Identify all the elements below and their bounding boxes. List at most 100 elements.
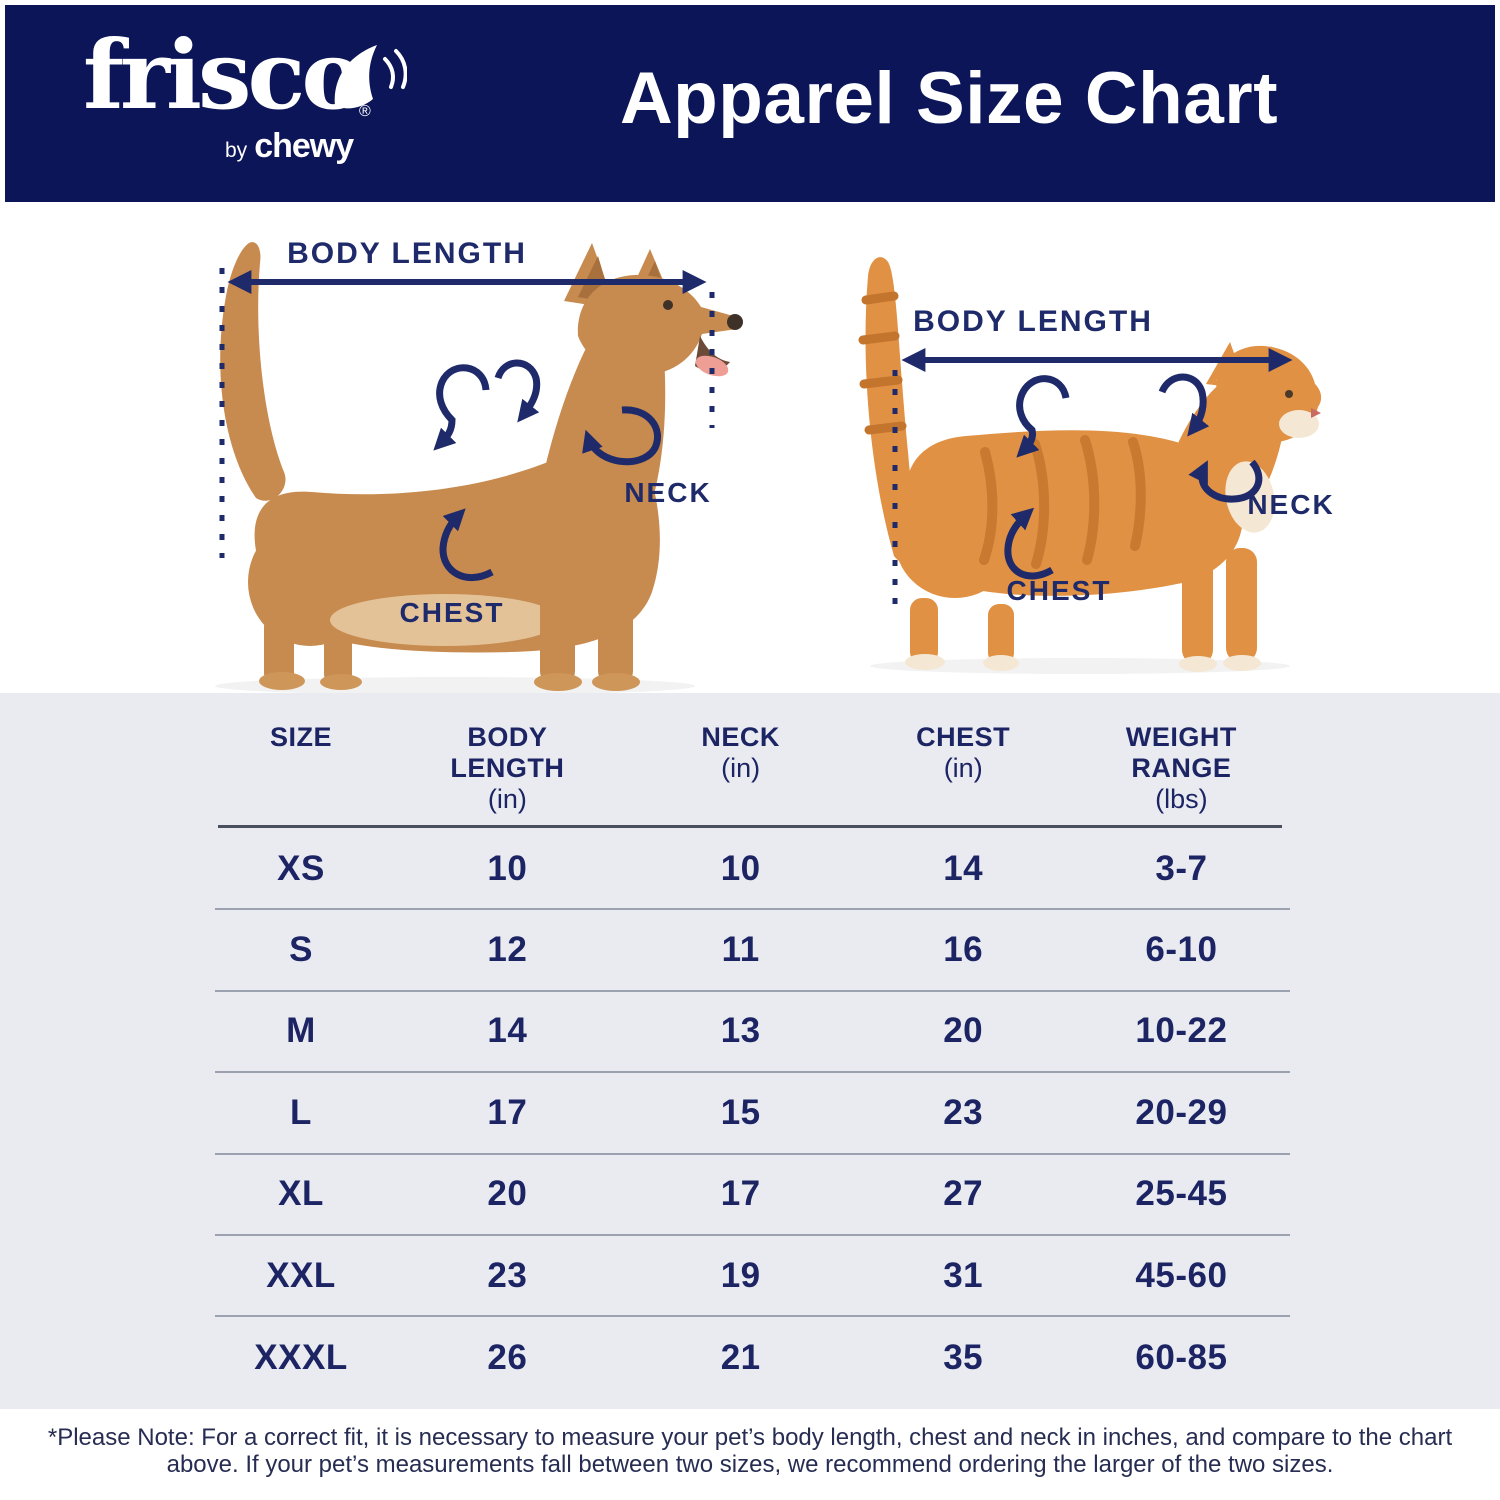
body-length-cell: 20	[487, 1174, 528, 1214]
weight-range-cell: 10-22	[1135, 1011, 1228, 1051]
dog-hind-foot	[259, 672, 305, 690]
chest-cell: 16	[943, 930, 984, 970]
dog-illustration	[220, 242, 743, 691]
dog-annotation-labels: BODY LENGTH NECK CHEST	[287, 237, 711, 628]
dog-eye	[663, 300, 673, 310]
table-row-xl: XL 20 17 27 25-45	[215, 1155, 1290, 1236]
footnote: *Please Note: For a correct fit, it is n…	[47, 1424, 1453, 1478]
dog-body-length-label: BODY LENGTH	[287, 237, 527, 270]
dog-hind-foot	[320, 674, 362, 690]
cat-annotation-labels: BODY LENGTH NECK CHEST	[913, 305, 1334, 606]
size-cell: XXL	[266, 1255, 336, 1295]
neck-cell: 21	[720, 1338, 761, 1378]
weight-range-cell: 45-60	[1135, 1255, 1228, 1295]
dog-hind-leg	[264, 614, 294, 686]
size-cell: XXXL	[254, 1338, 348, 1378]
neck-cell: 15	[720, 1092, 761, 1132]
dog-nose	[727, 314, 743, 330]
chest-cell: 35	[943, 1338, 984, 1378]
cat-eye	[1285, 390, 1293, 398]
chest-cell: 14	[943, 848, 984, 888]
dog-tail	[220, 242, 286, 501]
cat-shoulder-arrow	[1016, 375, 1070, 458]
table-row-s: S 12 11 16 6-10	[215, 910, 1290, 992]
byline: by chewy	[225, 127, 354, 166]
cat-front-leg	[1226, 548, 1257, 662]
cat-body-length-label: BODY LENGTH	[913, 305, 1153, 338]
chest-cell: 27	[943, 1174, 984, 1214]
weight-range-cell: 60-85	[1135, 1338, 1228, 1378]
registered-trademark: ®	[359, 103, 371, 120]
column-header-weight-range: WEIGHT RANGE (lbs)	[1125, 722, 1237, 814]
size-cell: S	[289, 930, 313, 970]
cat-hind-foot	[983, 655, 1019, 671]
weight-range-cell: 20-29	[1135, 1092, 1228, 1132]
size-table-header: SIZE BODY LENGTH (in) NECK (in) CHEST (i…	[215, 722, 1290, 815]
body-length-cell: 26	[487, 1338, 528, 1378]
neck-cell: 17	[720, 1174, 761, 1214]
column-header-body-length: BODY LENGTH (in)	[450, 722, 565, 814]
size-cell: M	[286, 1011, 316, 1051]
table-row-xs: XS 10 10 14 3-7	[215, 829, 1290, 911]
body-length-cell: 12	[487, 930, 528, 970]
table-row-xxxl: XXXL 26 21 35 60-85	[215, 1317, 1290, 1398]
chest-cell: 31	[943, 1255, 984, 1295]
weight-range-cell: 6-10	[1145, 930, 1218, 970]
cat-annotations	[892, 348, 1293, 606]
neck-cell: 10	[720, 848, 761, 888]
dog-annotations	[219, 268, 715, 582]
frisco-wordmark: frisco	[83, 20, 365, 131]
diagram-canvas: BODY LENGTH NECK CHEST BODY LENGTH NECK …	[215, 237, 1334, 693]
frisco-swoosh-icon	[334, 45, 407, 109]
body-length-cell: 17	[487, 1092, 528, 1132]
byline-by: by	[225, 139, 248, 162]
cat-tail-stripes	[858, 291, 907, 435]
page-title: Apparel Size Chart	[619, 58, 1279, 139]
table-header-divider	[218, 825, 1282, 828]
neck-cell: 19	[720, 1255, 761, 1295]
cat-neck-label: NECK	[1247, 489, 1334, 520]
column-header-chest: CHEST (in)	[916, 722, 1011, 783]
dog-front-leg	[540, 586, 575, 686]
dog-front-leg	[598, 584, 633, 686]
cat-front-foot	[1179, 656, 1217, 672]
size-table-rows: XS 10 10 14 3-7 S 12 11 16 6-10 M 14 13 …	[215, 829, 1290, 1399]
dog-neck-label: NECK	[624, 477, 711, 508]
size-cell: XS	[277, 848, 325, 888]
cat-front-foot	[1223, 655, 1261, 671]
frisco-logo: frisco ® by chewy	[83, 20, 407, 183]
body-length-cell: 14	[487, 1011, 528, 1051]
dog-chest-label: CHEST	[400, 597, 505, 628]
neck-cell: 13	[720, 1011, 761, 1051]
dog-front-foot	[592, 673, 640, 691]
column-header-neck: NECK (in)	[701, 722, 780, 783]
dog-withers-arrow	[433, 364, 490, 451]
table-row-m: M 14 13 20 10-22	[215, 992, 1290, 1074]
dog-front-foot	[534, 673, 582, 691]
table-row-xxl: XXL 23 19 31 45-60	[215, 1236, 1290, 1318]
body-length-cell: 23	[487, 1255, 528, 1295]
cat-body-stripes	[979, 435, 1146, 569]
dog-head	[577, 274, 743, 376]
cat-withers-arrow	[1158, 373, 1210, 437]
cat-front-leg	[1182, 552, 1213, 664]
cat-chest-arrow	[1004, 507, 1054, 580]
size-table-section: SIZE BODY LENGTH (in) NECK (in) CHEST (i…	[0, 693, 1500, 1409]
header-banner: frisco ® by chewy Apparel Size Chart	[5, 5, 1495, 202]
cat-nose	[1311, 408, 1321, 418]
chest-cell: 23	[943, 1092, 984, 1132]
weight-range-cell: 25-45	[1135, 1174, 1228, 1214]
chest-cell: 20	[943, 1011, 984, 1051]
cat-hind-foot	[905, 654, 945, 670]
dog-belly	[330, 594, 560, 646]
cat-muzzle	[1279, 410, 1319, 438]
chewy-wordmark: chewy	[254, 127, 354, 165]
column-header-size: SIZE	[269, 722, 332, 752]
dog-neck-arrow	[582, 406, 661, 466]
dog-shoulder-arrow	[494, 359, 541, 423]
body-length-cell: 10	[487, 848, 528, 888]
cat-neck-arrow	[1188, 459, 1263, 503]
size-cell: L	[290, 1092, 312, 1132]
table-row-l: L 17 15 23 20-29	[215, 1073, 1290, 1155]
